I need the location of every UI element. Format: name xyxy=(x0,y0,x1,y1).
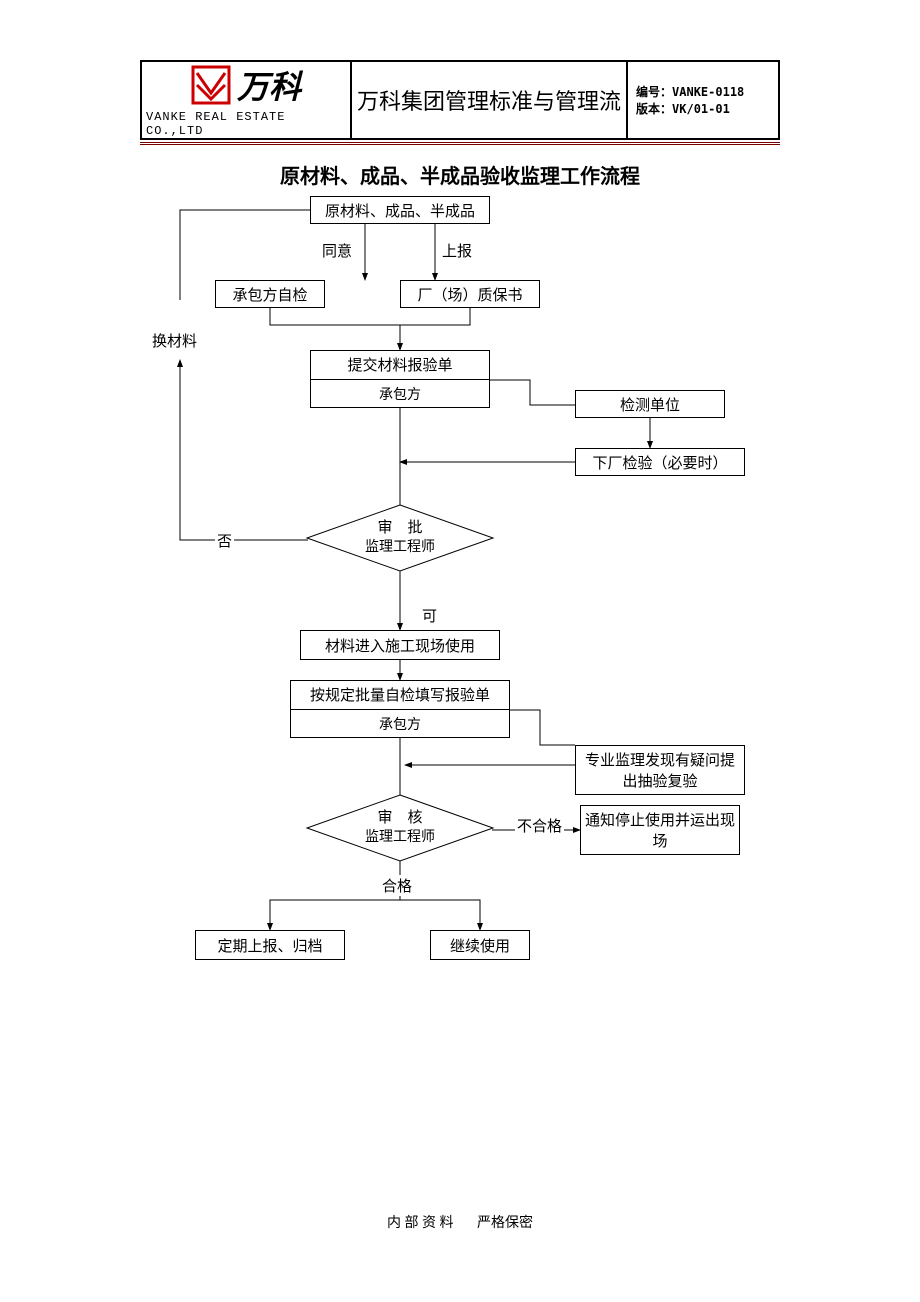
node-self-inspect: 承包方自检 xyxy=(215,280,325,308)
code-label: 编号： xyxy=(636,85,672,99)
node-change-material: 换材料 xyxy=(150,330,199,351)
version-value: VK/01-01 xyxy=(672,102,730,116)
label-agree: 同意 xyxy=(320,240,354,261)
footer-l1: 内 部 资 料 xyxy=(387,1216,454,1231)
node-approval: 审 批 监理工程师 xyxy=(335,508,465,568)
label-report: 上报 xyxy=(440,240,474,261)
version-row: 版本：VK/01-01 xyxy=(636,100,730,117)
header-meta: 编号：VANKE-0118 版本：VK/01-01 xyxy=(628,62,778,138)
node-stop-use: 通知停止使用并运出现场 xyxy=(580,805,740,855)
node-review-l1: 审 核 xyxy=(377,809,422,829)
node-submit-form: 提交材料报验单 承包方 xyxy=(310,350,490,408)
flow-lines xyxy=(140,190,780,990)
label-ok: 可 xyxy=(420,605,439,626)
vanke-logo-icon xyxy=(191,65,231,105)
version-label: 版本： xyxy=(636,102,672,116)
node-quality-cert: 厂（场）质保书 xyxy=(400,280,540,308)
header-title: 万科集团管理标准与管理流 xyxy=(352,62,628,138)
label-pass: 合格 xyxy=(380,875,414,896)
logo-cell: 万科 VANKE REAL ESTATE CO.,LTD xyxy=(142,62,352,138)
node-submit-form-l2: 承包方 xyxy=(379,380,421,408)
node-factory-inspect: 下厂检验（必要时） xyxy=(575,448,745,476)
node-approval-l2: 监理工程师 xyxy=(365,539,435,557)
footer: 内 部 资 料 严格保密 xyxy=(0,1212,920,1232)
label-no: 否 xyxy=(215,530,234,551)
header-underline xyxy=(140,142,780,145)
node-review-l2: 监理工程师 xyxy=(365,829,435,847)
footer-l2: 严格保密 xyxy=(477,1216,533,1231)
code-value: VANKE-0118 xyxy=(672,85,744,99)
flowchart: 原材料、成品、半成品 同意 上报 承包方自检 厂（场）质保书 换材料 提交材料报… xyxy=(140,190,780,990)
node-submit-form-l1: 提交材料报验单 xyxy=(311,350,489,380)
node-recheck: 专业监理发现有疑问提出抽验复验 xyxy=(575,745,745,795)
node-archive: 定期上报、归档 xyxy=(195,930,345,960)
node-test-unit: 检测单位 xyxy=(575,390,725,418)
node-approval-l1: 审 批 xyxy=(377,519,422,539)
label-fail: 不合格 xyxy=(515,815,564,836)
logo-text-cn: 万科 xyxy=(237,62,301,108)
node-review: 审 核 监理工程师 xyxy=(335,798,465,858)
doc-title: 原材料、成品、半成品验收监理工作流程 xyxy=(0,160,920,189)
header-table: 万科 VANKE REAL ESTATE CO.,LTD 万科集团管理标准与管理… xyxy=(140,60,780,140)
node-materials: 原材料、成品、半成品 xyxy=(310,196,490,224)
node-enter-site: 材料进入施工现场使用 xyxy=(300,630,500,660)
logo-text-en: VANKE REAL ESTATE CO.,LTD xyxy=(146,110,346,138)
logo-row: 万科 xyxy=(191,62,301,108)
code-row: 编号：VANKE-0118 xyxy=(636,83,744,100)
node-continue: 继续使用 xyxy=(430,930,530,960)
node-batch-inspect-l2: 承包方 xyxy=(379,710,421,738)
node-batch-inspect: 按规定批量自检填写报验单 承包方 xyxy=(290,680,510,738)
node-batch-inspect-l1: 按规定批量自检填写报验单 xyxy=(291,680,509,710)
